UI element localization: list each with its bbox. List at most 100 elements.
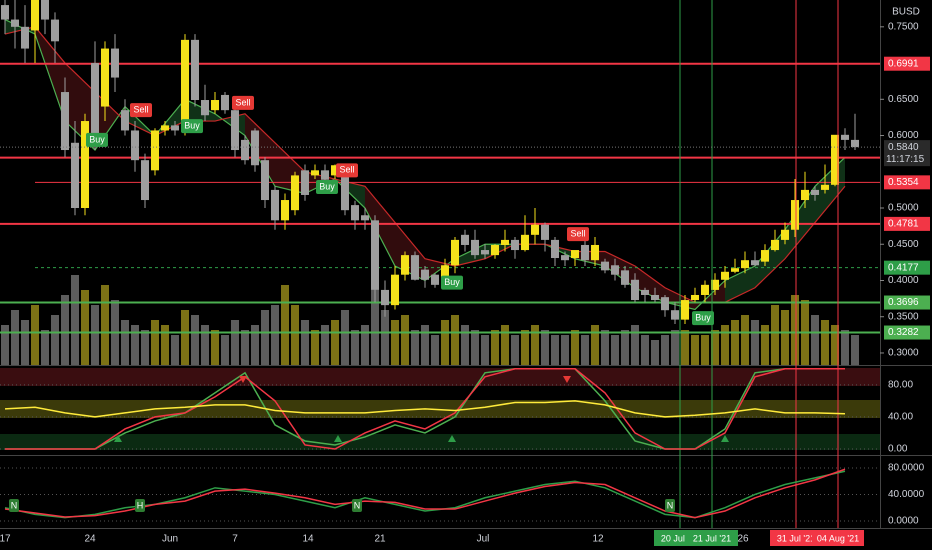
level-label: 0.5354 xyxy=(888,177,919,188)
volume-bar xyxy=(1,325,9,365)
candle-body xyxy=(201,100,209,116)
osc-marker-box xyxy=(352,499,362,512)
volume-bar xyxy=(391,320,399,365)
date-marker-label: 21 Jul '21 xyxy=(693,533,731,543)
volume-bar xyxy=(811,315,819,365)
candle-body xyxy=(561,255,569,261)
osc-marker-box xyxy=(665,499,675,512)
candle-body xyxy=(361,215,369,221)
volume-bar xyxy=(841,330,849,365)
x-tick-label: 26 xyxy=(737,534,749,545)
volume-bar xyxy=(141,330,149,365)
osc-signal xyxy=(563,376,571,383)
volume-bar xyxy=(31,305,39,365)
osc-marker: N xyxy=(11,500,18,510)
volume-bar xyxy=(61,295,69,365)
date-marker-label: 31 Jul '21 xyxy=(777,533,815,543)
volume-bar xyxy=(71,275,79,365)
trend-cloud xyxy=(815,157,845,223)
osc-tick-label: 0.0000 xyxy=(888,516,919,527)
price-tick-label: 0.6000 xyxy=(888,130,919,141)
candle-body xyxy=(281,200,289,221)
volume-bar xyxy=(231,320,239,365)
candle-body xyxy=(151,130,159,171)
candle-body xyxy=(41,0,49,20)
signal-label: Sell xyxy=(133,105,148,115)
volume-bar xyxy=(691,335,699,365)
osc-line xyxy=(4,470,846,519)
osc-signal xyxy=(448,435,456,442)
osc-line xyxy=(4,400,846,418)
candle-body xyxy=(441,265,449,285)
trend-cloud xyxy=(725,265,755,303)
signal-box xyxy=(316,179,338,194)
candle-body xyxy=(781,229,789,240)
volume-bar xyxy=(831,325,839,365)
osc-marker: N xyxy=(667,500,674,510)
trend-cloud xyxy=(755,229,785,288)
volume-bar xyxy=(511,335,519,365)
price-tick-label: 0.3500 xyxy=(888,311,919,322)
volume-bar xyxy=(11,310,19,365)
volume-bar xyxy=(291,305,299,365)
candle-body xyxy=(551,239,559,259)
candle-body xyxy=(661,297,669,311)
level-label-box xyxy=(884,260,930,275)
candle-body xyxy=(431,274,439,285)
candle-body xyxy=(11,19,19,27)
volume-bar xyxy=(761,325,769,365)
volume-bar xyxy=(571,330,579,365)
candle-body xyxy=(161,125,169,131)
volume-bar xyxy=(421,325,429,365)
signal-label: Sell xyxy=(570,228,585,238)
price-tick-label: 0.3000 xyxy=(888,348,919,359)
signal-box xyxy=(692,311,714,326)
volume-bar xyxy=(731,320,739,365)
trend-cloud xyxy=(395,222,425,281)
candle-body xyxy=(241,139,249,161)
volume-bar xyxy=(211,330,219,365)
price-tick-label: 0.6500 xyxy=(888,94,919,105)
volume-bar xyxy=(551,335,559,365)
candle-body xyxy=(471,239,479,256)
candle-body xyxy=(701,284,709,295)
level-label: 0.3282 xyxy=(888,327,919,338)
candle-body xyxy=(671,310,679,320)
osc-signal xyxy=(334,435,342,442)
level-label-box xyxy=(884,175,930,190)
x-tick-label: 17 xyxy=(0,534,11,545)
volume-bar xyxy=(121,320,129,365)
candle-body xyxy=(341,175,349,211)
candle-body xyxy=(581,244,589,261)
trend-cloud xyxy=(245,113,275,187)
volume-bar xyxy=(191,315,199,365)
level-label: 0.3696 xyxy=(888,297,919,308)
volume-bar xyxy=(611,335,619,365)
candle-body xyxy=(141,160,149,201)
volume-bar xyxy=(51,315,59,365)
price-tick-label: 0.4000 xyxy=(888,275,919,286)
candle-body xyxy=(71,142,79,209)
level-label: 0.6991 xyxy=(888,58,919,69)
osc-signal xyxy=(721,435,729,442)
volume-bar xyxy=(131,325,139,365)
volume-bar xyxy=(151,320,159,365)
price-tick-label: 0.4500 xyxy=(888,239,919,250)
signal-label: Buy xyxy=(319,181,335,191)
date-marker-box xyxy=(770,530,822,546)
volume-bar xyxy=(711,330,719,365)
candle-body xyxy=(541,224,549,240)
candle-body xyxy=(741,260,749,269)
x-tick-label: Jun xyxy=(162,534,178,545)
signal-label: Buy xyxy=(89,134,105,144)
candle-body xyxy=(721,271,729,280)
volume-bar xyxy=(221,335,229,365)
volume-bar xyxy=(561,335,569,365)
volume-bar xyxy=(441,320,449,365)
volume-bar xyxy=(591,325,599,365)
candle-body xyxy=(811,189,819,195)
candle-body xyxy=(651,294,659,301)
candle-body xyxy=(411,255,419,280)
candle-body xyxy=(481,250,489,255)
date-marker-label: 20 Jul '21 xyxy=(661,533,699,543)
